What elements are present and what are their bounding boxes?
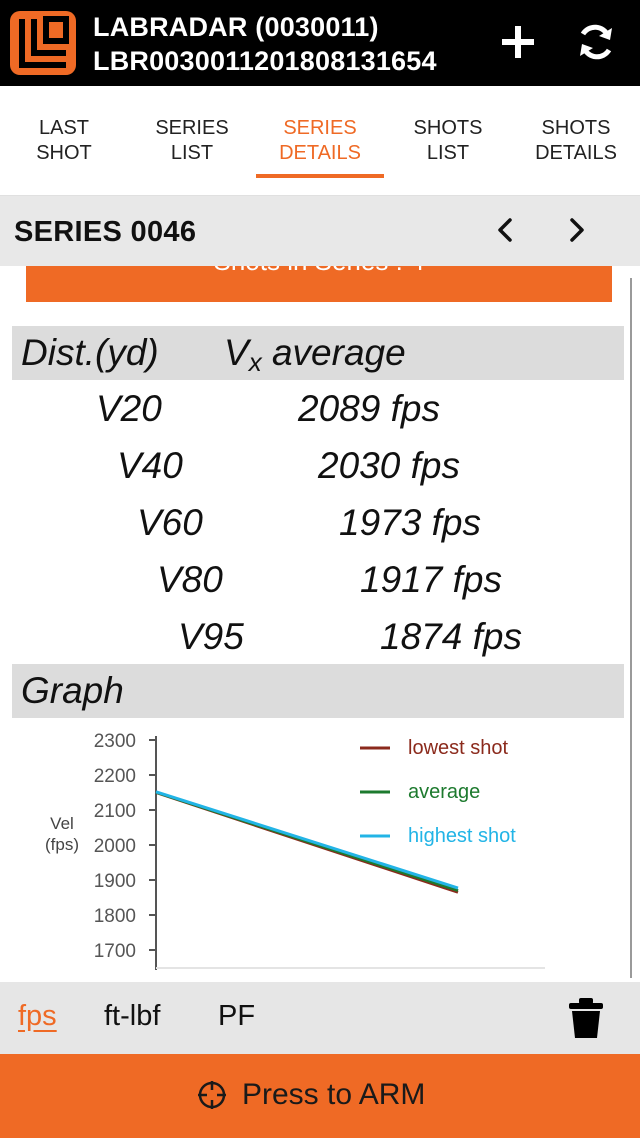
legend-label: lowest shot <box>408 737 508 759</box>
units-bar: fps ft-lbf PF <box>0 982 640 1054</box>
legend-label: highest shot <box>408 825 516 847</box>
active-tab-indicator <box>256 174 384 178</box>
series-header: SERIES 0046 <box>0 196 640 266</box>
y-axis-label-line1: Vel <box>50 814 74 833</box>
tab-shots-list[interactable]: SHOTS LIST <box>384 116 512 166</box>
col2-prefix: V <box>224 332 249 373</box>
tab-shots-details[interactable]: SHOTS DETAILS <box>512 116 640 166</box>
y-tick-label: 1900 <box>94 871 136 892</box>
crosshair-icon <box>198 1081 226 1109</box>
graph-title: Graph <box>21 670 124 711</box>
arm-button[interactable]: Press to ARM <box>0 1054 640 1138</box>
tab-series-list[interactable]: SERIES LIST <box>128 116 256 166</box>
tab-label: LIST <box>426 142 470 164</box>
tab-label: LAST <box>38 117 90 139</box>
col2-suffix: average <box>261 332 406 373</box>
tab-bar: LAST SHOT SERIES LIST SERIES DETAILS SHO… <box>0 86 640 196</box>
row-velocity: 1917 fps <box>360 559 502 600</box>
row-velocity: 1973 fps <box>339 502 481 543</box>
row-distance: V20 <box>96 388 162 429</box>
velocity-table-header: Dist.(yd) Vx average <box>12 326 624 380</box>
tab-label: DETAILS <box>535 142 617 164</box>
row-distance: V40 <box>117 445 183 486</box>
series-title: SERIES 0046 <box>14 216 197 248</box>
tab-last-shot[interactable]: LAST SHOT <box>0 116 128 166</box>
y-axis-label-line2: (fps) <box>45 835 79 854</box>
device-title: LABRADAR (0030011) LBR003001120180813165… <box>93 10 437 78</box>
tab-label: SERIES <box>155 117 229 139</box>
scrollbar[interactable] <box>630 278 632 978</box>
row-velocity: 2030 fps <box>318 445 460 486</box>
arm-label: Press to ARM <box>242 1078 426 1111</box>
tab-label: LIST <box>170 142 214 164</box>
series-details-content[interactable]: Shots in Series : 4 Dist.(yd) Vx average… <box>0 266 640 982</box>
graph-section-header: Graph <box>12 664 624 718</box>
velocity-row: V20 2089 fps <box>0 380 640 437</box>
y-tick-label: 2100 <box>94 801 136 822</box>
y-tick-label: 2000 <box>94 836 136 857</box>
row-distance: V60 <box>137 502 203 543</box>
velocity-row: V95 1874 fps <box>0 608 640 665</box>
row-distance: V80 <box>157 559 223 600</box>
chevron-left-icon[interactable] <box>486 210 526 250</box>
device-id: LBR0030011201808131654 <box>93 46 437 76</box>
unit-ftlbf-button[interactable]: ft-lbf <box>104 1000 161 1032</box>
banner-label: Shots in Series : 4 <box>26 266 612 276</box>
row-distance: V95 <box>178 616 244 657</box>
tab-series-details[interactable]: SERIES DETAILS <box>256 116 384 166</box>
dist-column-header: Dist.(yd) <box>21 332 159 373</box>
plus-icon[interactable] <box>496 20 540 64</box>
velocity-row: V40 2030 fps <box>0 437 640 494</box>
velocity-column-header: Vx average <box>224 326 406 389</box>
trash-icon[interactable] <box>566 996 606 1040</box>
legend-label: average <box>408 781 480 803</box>
tab-label: SHOTS <box>413 117 483 139</box>
series-line-highest-shot <box>155 790 459 890</box>
velocity-row: V60 1973 fps <box>0 494 640 551</box>
tab-label: DETAILS <box>279 142 361 164</box>
shots-in-series-banner: Shots in Series : 4 <box>26 266 612 302</box>
y-tick-label: 1800 <box>94 906 136 927</box>
row-velocity: 1874 fps <box>380 616 522 657</box>
labradar-logo <box>10 11 76 75</box>
y-tick-label: 2200 <box>94 766 136 787</box>
refresh-icon[interactable] <box>574 20 618 64</box>
tab-label: SHOTS <box>541 117 611 139</box>
tab-label: SHOT <box>36 142 92 164</box>
tab-label: SERIES <box>283 117 357 139</box>
unit-pf-button[interactable]: PF <box>218 1000 256 1032</box>
col2-sub: x <box>248 347 262 377</box>
app-header: LABRADAR (0030011) LBR003001120180813165… <box>0 0 640 86</box>
y-tick-label: 2300 <box>94 731 136 752</box>
y-tick-label: 1700 <box>94 941 136 962</box>
velocity-row: V80 1917 fps <box>0 551 640 608</box>
unit-fps-button[interactable]: fps <box>18 1000 57 1032</box>
row-velocity: 2089 fps <box>298 388 440 429</box>
device-name: LABRADAR (0030011) <box>93 12 379 42</box>
chevron-right-icon[interactable] <box>556 210 596 250</box>
velocity-chart: 2300 2200 2100 2000 1900 1800 1700 Vel (fps) l… <box>45 731 545 970</box>
